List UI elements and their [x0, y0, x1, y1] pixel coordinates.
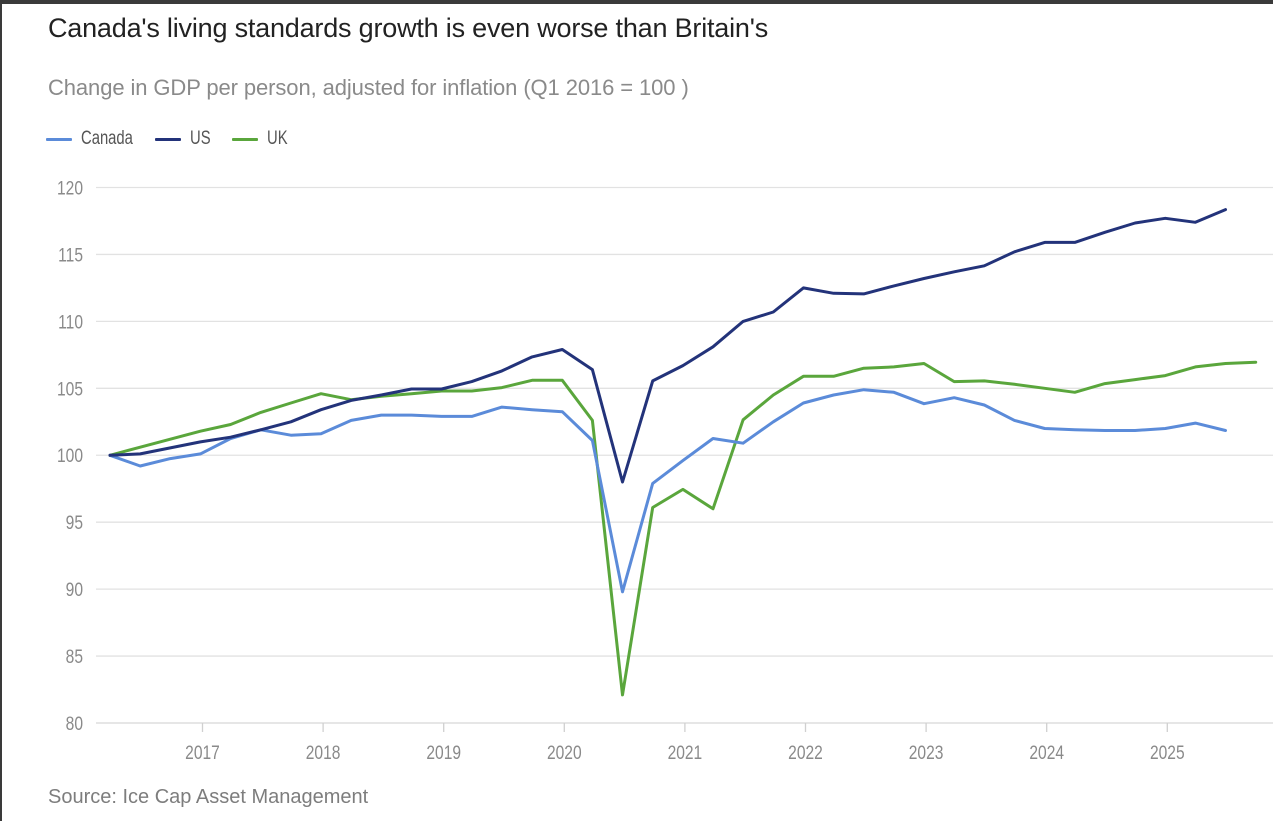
y-tick-label: 95 — [66, 512, 83, 534]
series-lines — [108, 208, 1258, 697]
y-tick-label: 85 — [66, 646, 83, 668]
chart-title: Canada's living standards growth is even… — [48, 13, 768, 43]
y-tick-label: 100 — [57, 445, 83, 467]
legend-swatch-canada — [46, 137, 72, 141]
y-tick-label: 110 — [58, 311, 83, 333]
legend-label-uk: UK — [266, 128, 288, 149]
legend-swatch-us — [154, 137, 181, 141]
y-tick-label: 80 — [66, 713, 83, 735]
legend-item-us[interactable]: US — [154, 128, 211, 150]
x-tick-label: 2024 — [1029, 742, 1064, 764]
legend-swatch-uk — [231, 137, 258, 141]
chart-panel — [2, 4, 1273, 821]
source-note: Source: Ice Cap Asset Management — [48, 786, 369, 808]
chart-subtitle: Change in GDP per person, adjusted for i… — [48, 75, 689, 100]
series-line-uk — [108, 360, 1258, 697]
legend-label-canada: Canada — [81, 128, 133, 149]
x-tick-label: 2022 — [788, 742, 823, 764]
y-tick-label: 115 — [58, 244, 83, 266]
x-tick-label: 2020 — [547, 742, 582, 764]
x-tick-label: 2017 — [185, 742, 220, 764]
legend-item-canada[interactable]: Canada — [46, 128, 133, 150]
x-tick-label: 2019 — [426, 742, 461, 764]
legend: Canada US UK — [46, 127, 315, 151]
gridlines — [96, 186, 1273, 724]
legend-item-uk[interactable]: UK — [231, 128, 293, 150]
series-line-us — [108, 208, 1227, 484]
x-tick-label: 2021 — [668, 742, 703, 764]
legend-label-us: US — [189, 128, 211, 149]
y-tick-label: 120 — [57, 177, 83, 199]
x-tick-label: 2025 — [1150, 742, 1185, 764]
y-tick-label: 90 — [66, 579, 83, 601]
y-axis: 80 85 90 95 100 105 110 115 120 — [57, 177, 83, 734]
y-tick-label: 105 — [57, 378, 83, 400]
series-line-canada — [108, 388, 1227, 594]
x-tick-label: 2018 — [306, 742, 341, 764]
x-axis: 2017 2018 2019 2020 2021 2022 2023 2024 2025 — [185, 723, 1185, 764]
x-tick-label: 2023 — [909, 742, 944, 764]
